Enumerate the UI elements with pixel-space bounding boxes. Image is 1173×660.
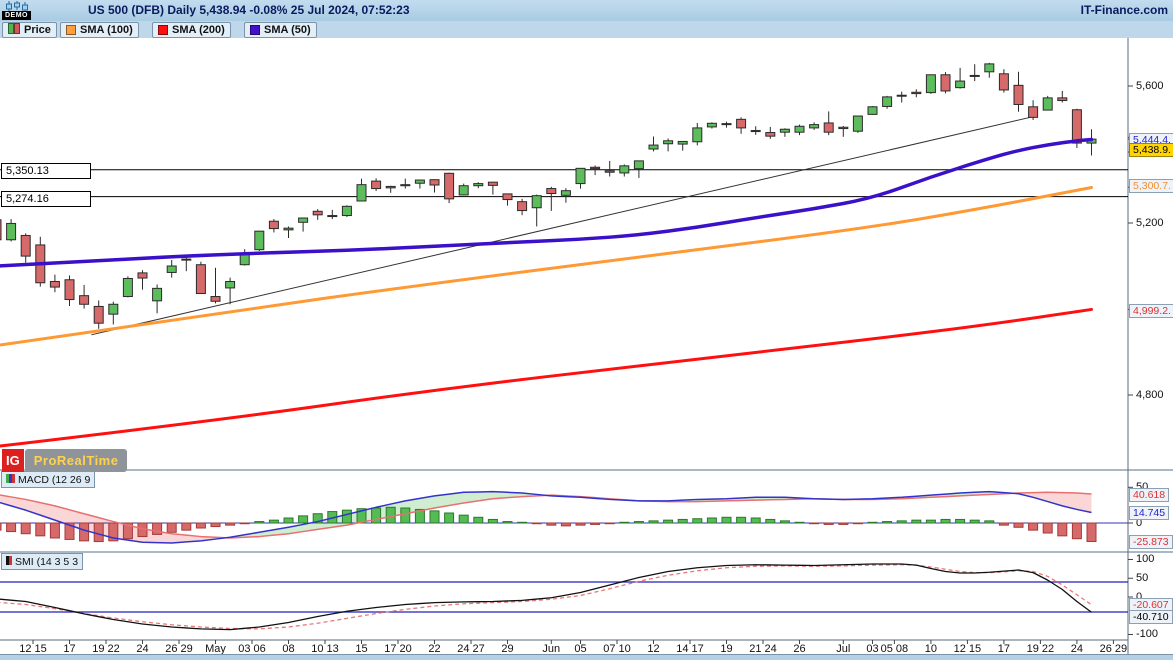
macd-panel-header[interactable]: MACD (12 26 9	[1, 471, 96, 488]
date-axis-label: 12 15	[19, 643, 47, 655]
hline-label-5350[interactable]: 5,350.13	[1, 163, 91, 179]
date-axis-label: 10	[924, 643, 938, 655]
sma100-swatch-icon	[66, 25, 76, 35]
date-axis-label: 19 22	[1026, 643, 1055, 655]
price-axis-tick: 5,200	[1136, 216, 1164, 229]
price-axis-tick: 5,600	[1136, 79, 1164, 92]
date-axis-label: 05	[574, 643, 587, 655]
date-axis-label: 26	[793, 643, 806, 655]
date-axis-label: 17	[997, 643, 1011, 655]
demo-label: DEMO	[2, 11, 31, 20]
date-axis-label: 24 27	[457, 643, 485, 655]
macd-hist-value-box: -25.873	[1129, 535, 1173, 549]
sma200-value-box: 4,999.2.	[1129, 304, 1173, 318]
date-axis-label: 21 24	[749, 643, 777, 655]
price-icon	[8, 23, 20, 37]
date-axis-label: 15	[355, 643, 368, 655]
ig-logo: IG	[2, 449, 24, 472]
date-axis-label: 03	[866, 643, 879, 655]
date-axis-label: 26 29	[1099, 643, 1128, 655]
date-axis-label: 14 17	[676, 643, 704, 655]
date-axis-label: 24	[136, 643, 149, 655]
date-axis-label: Jul	[836, 643, 851, 655]
smi-panel-header[interactable]: SMI (14 3 5 3	[1, 553, 84, 570]
legend-chip-sma100[interactable]: SMA (100)	[60, 22, 139, 38]
macd-panel-label: MACD (12 26 9	[18, 473, 91, 486]
date-axis-label: 05 08	[880, 643, 909, 655]
date-axis-label: 12 15	[953, 643, 982, 655]
macd-signal-value-box: 40.618	[1129, 488, 1170, 502]
smi-axis-tick: 0	[1136, 590, 1143, 603]
smi-axis-tick: -100	[1136, 628, 1159, 640]
legend-price-label: Price	[24, 24, 51, 36]
date-axis-label: 19 22	[92, 643, 120, 655]
bottom-scroll-strip[interactable]	[0, 654, 1173, 660]
legend-chip-sma200[interactable]: SMA (200)	[152, 22, 231, 38]
demo-account-badge: DEMO	[2, 0, 36, 21]
date-axis-label: 19	[720, 643, 733, 655]
date-axis-label: 07 10	[603, 643, 631, 655]
mini-candles-icon	[6, 1, 28, 11]
date-axis-label: May	[205, 643, 226, 655]
smi-panel-label: SMI (14 3 5 3	[15, 555, 79, 568]
legend-bar: Price SMA (100) SMA (200) SMA (50)	[0, 21, 1173, 38]
sma200-swatch-icon	[158, 25, 168, 35]
smi-axis-tick: 50	[1136, 571, 1149, 584]
smi-value-box: -40.710	[1129, 610, 1173, 624]
price-axis-tick: 4,800	[1136, 388, 1164, 401]
date-axis-label: 17	[63, 643, 76, 655]
sma100-value-box: 5,300.7.	[1129, 179, 1173, 193]
sma50-swatch-icon	[250, 25, 260, 35]
date-axis-label: 08	[282, 643, 295, 655]
prorealtime-logo[interactable]: IG ProRealTime	[2, 449, 128, 472]
smi-icon	[6, 555, 12, 568]
date-axis-label: 03 06	[238, 643, 266, 655]
date-axis-label: 24	[1070, 643, 1084, 655]
macd-icon	[6, 473, 15, 486]
date-axis-label: 10 13	[311, 643, 339, 655]
last-price-box: 5,438.9.	[1129, 143, 1173, 157]
date-axis-label: 12	[647, 643, 660, 655]
date-axis-label: 17 20	[384, 643, 412, 655]
legend-sma50-label: SMA (50)	[264, 24, 311, 36]
title-bar: DEMO US 500 (DFB) Daily 5,438.94 -0.08% …	[0, 0, 1173, 22]
symbol-title: US 500 (DFB) Daily 5,438.94 -0.08% 25 Ju…	[88, 3, 410, 17]
date-axis-label: 29	[501, 643, 514, 655]
hline-label-5274[interactable]: 5,274.16	[1, 191, 91, 207]
legend-chip-price[interactable]: Price	[2, 22, 57, 38]
macd-axis-tick: 0	[1136, 516, 1143, 529]
macd-value-box: 14.745	[1129, 506, 1170, 520]
legend-chip-sma50[interactable]: SMA (50)	[244, 22, 317, 38]
date-axis-label: Jun	[542, 643, 561, 655]
smi-axis-tick: 100	[1136, 553, 1155, 565]
prorealtime-wordmark: ProRealTime	[24, 449, 128, 472]
it-finance-link[interactable]: IT-Finance.com	[1080, 3, 1168, 17]
legend-sma100-label: SMA (100)	[80, 24, 133, 36]
date-axis-label: 22	[428, 643, 441, 655]
date-axis-label: 26 29	[165, 643, 193, 655]
legend-sma200-label: SMA (200)	[172, 24, 225, 36]
